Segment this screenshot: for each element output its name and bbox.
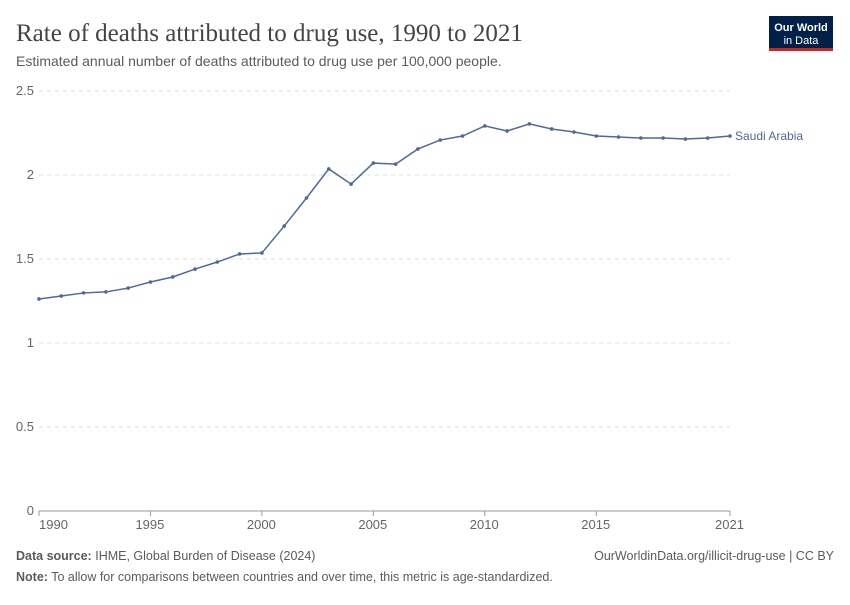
point [527, 122, 532, 126]
point [126, 286, 130, 290]
x-tick-label: 2005 [358, 517, 387, 532]
x-tick-label: 2015 [581, 517, 610, 532]
x-tick-label: 2000 [247, 517, 276, 532]
note: Note: To allow for comparisons between c… [16, 570, 553, 584]
note-text: To allow for comparisons between countri… [51, 570, 553, 584]
point [416, 147, 420, 151]
point [639, 136, 643, 140]
logo-box[interactable] [769, 16, 833, 50]
point [705, 136, 710, 140]
point [59, 294, 64, 298]
point [326, 167, 331, 171]
point [37, 297, 41, 301]
point [282, 224, 286, 228]
point [505, 129, 509, 133]
logo-bar [769, 48, 833, 51]
point [148, 280, 153, 284]
x-tick-label: 2010 [470, 517, 499, 532]
point [193, 267, 197, 271]
point [304, 196, 309, 200]
source: Data source: IHME, Global Burden of Dise… [16, 549, 315, 563]
x-tick-label: 1995 [135, 517, 164, 532]
y-tick-label: 1.5 [16, 251, 34, 266]
point [460, 134, 465, 138]
url[interactable]: OurWorldinData.org/illicit-drug-use | CC… [594, 549, 835, 563]
series-line [38, 123, 731, 300]
logo-text: Our World [774, 22, 828, 34]
source-label: Data source: [16, 549, 92, 563]
point [371, 161, 376, 165]
y-tick-label: 1 [27, 335, 34, 350]
y-tick-label: 0.5 [16, 419, 34, 434]
point [683, 137, 688, 141]
y-tick-label: 0 [27, 503, 34, 518]
point [549, 127, 554, 131]
x-tick-label: 2021 [715, 517, 744, 532]
chart-subtitle: Estimated annual number of deaths attrib… [16, 53, 502, 69]
point [237, 252, 242, 256]
source-text: IHME, Global Burden of Disease (2024) [95, 549, 315, 563]
point [260, 251, 264, 255]
point [661, 136, 665, 140]
point [170, 275, 175, 279]
point [104, 290, 108, 294]
point [572, 130, 576, 134]
point [728, 134, 732, 138]
point [616, 135, 621, 139]
point [81, 291, 86, 295]
logo-text: in Data [784, 35, 820, 47]
logo[interactable]: Our World in Data [769, 16, 833, 51]
point [393, 162, 398, 166]
chart-title: Rate of deaths attributed to drug use, 1… [16, 20, 523, 47]
point [594, 134, 599, 138]
series-label: Saudi Arabia [735, 129, 803, 143]
point [483, 124, 487, 128]
point [349, 182, 353, 186]
point [438, 138, 443, 142]
note-label: Note: [16, 570, 48, 584]
y-tick-label: 2.5 [16, 83, 34, 98]
y-tick-label: 2 [27, 167, 34, 182]
x-tick-label: 1990 [39, 517, 68, 532]
point [215, 260, 220, 264]
